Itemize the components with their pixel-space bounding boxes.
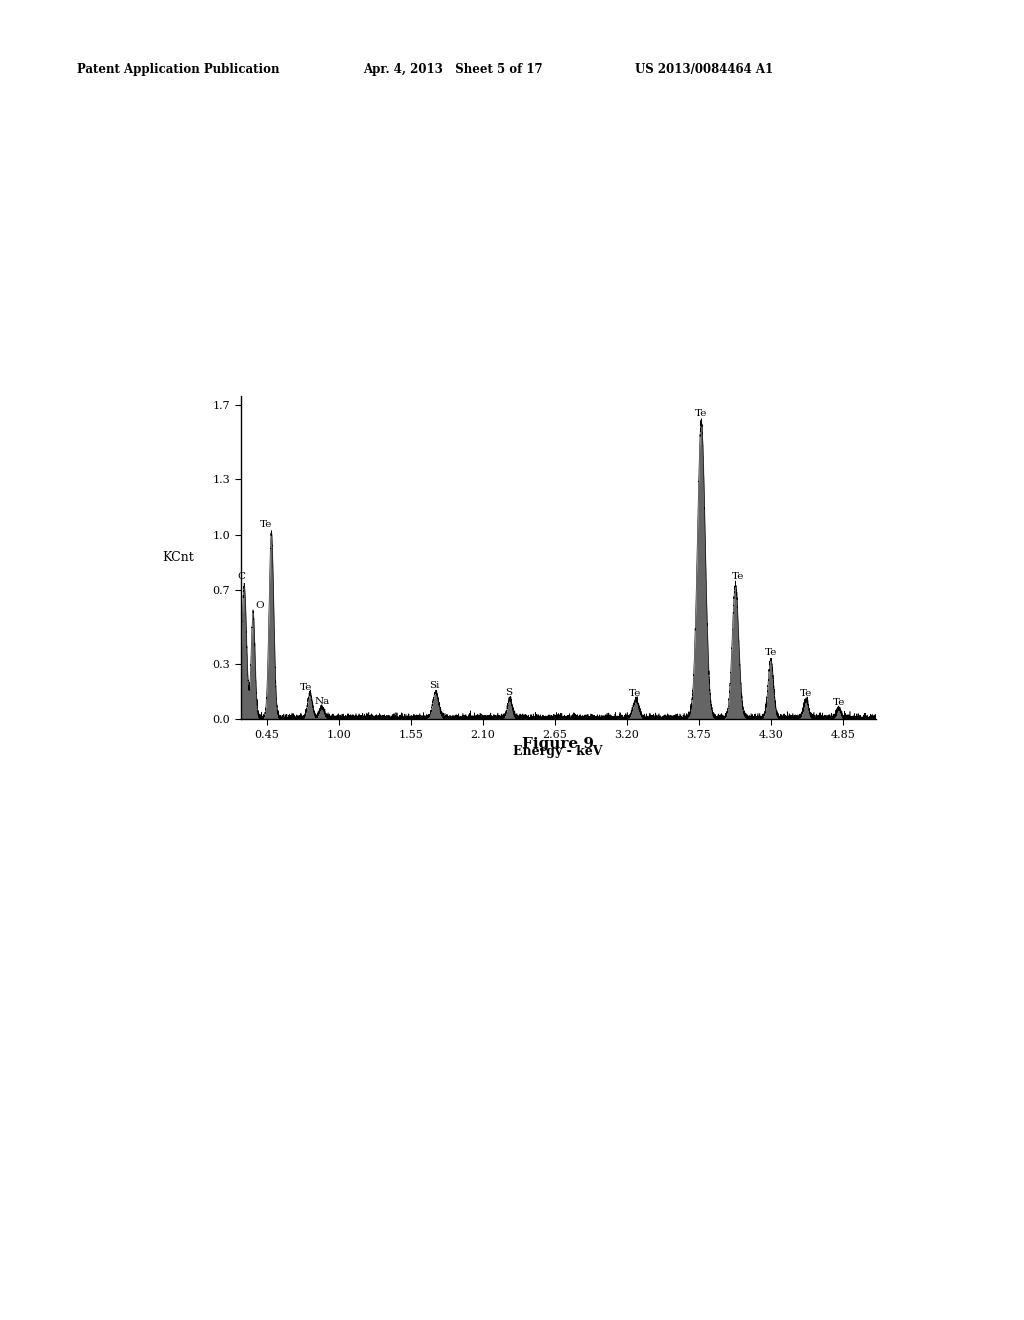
Text: Figure 9: Figure 9	[522, 737, 594, 751]
Text: C: C	[238, 572, 246, 581]
Text: Te: Te	[800, 689, 812, 698]
Text: Apr. 4, 2013   Sheet 5 of 17: Apr. 4, 2013 Sheet 5 of 17	[364, 63, 543, 77]
Text: Si: Si	[429, 681, 439, 690]
Text: S: S	[505, 688, 512, 697]
Text: Te: Te	[695, 409, 708, 418]
Text: Te: Te	[833, 698, 845, 706]
Text: O: O	[255, 602, 264, 610]
Text: US 2013/0084464 A1: US 2013/0084464 A1	[635, 63, 773, 77]
Text: Te: Te	[765, 648, 777, 656]
Text: Te: Te	[300, 682, 312, 692]
Text: Te: Te	[629, 689, 641, 698]
Text: Te: Te	[732, 572, 744, 581]
Text: Te: Te	[260, 520, 272, 529]
Y-axis label: KCnt: KCnt	[162, 552, 194, 564]
Text: Na: Na	[314, 697, 330, 705]
Text: Patent Application Publication: Patent Application Publication	[77, 63, 280, 77]
X-axis label: Energy - keV: Energy - keV	[513, 746, 603, 759]
